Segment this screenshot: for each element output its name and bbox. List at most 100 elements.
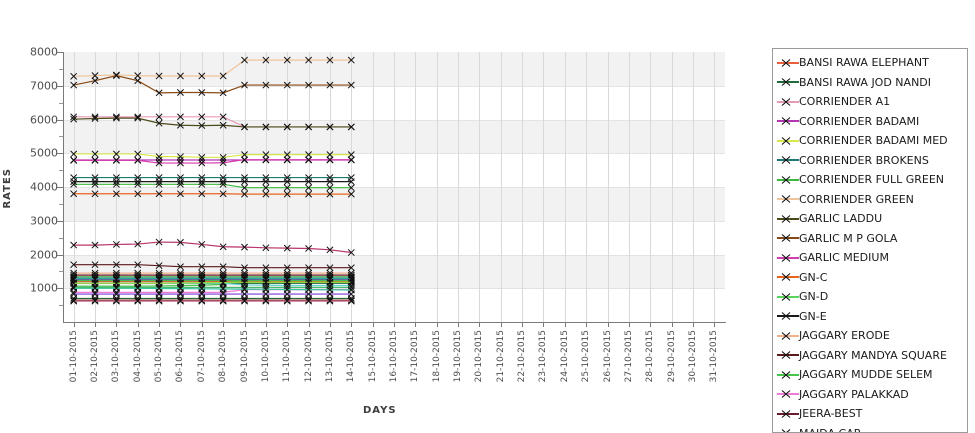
x-tick-mark — [693, 322, 694, 327]
legend-item[interactable]: BANSI RAWA ELEPHANT — [777, 53, 967, 73]
legend-item[interactable]: CORRIENDER BADAMI — [777, 112, 967, 132]
y-tick-label: 5000 — [30, 147, 58, 160]
series-group — [71, 239, 355, 256]
legend-label: JEERA-BEST — [799, 407, 862, 420]
x-tick-label: 10-10-2015 — [261, 330, 271, 382]
x-tick-label: 11-10-2015 — [282, 330, 292, 382]
x-tick-label: 27-10-2015 — [624, 330, 634, 382]
x-tick-label: 29-10-2015 — [667, 330, 677, 382]
legend-marker-icon — [777, 270, 799, 284]
legend-item[interactable]: MAIDA CAR — [777, 424, 967, 433]
x-tick-mark — [373, 322, 374, 327]
x-tick-label: 08-10-2015 — [218, 330, 228, 382]
legend-label: CORRIENDER BROKENS — [799, 154, 929, 167]
legend-marker-icon — [777, 368, 799, 382]
x-tick-label: 15-10-2015 — [368, 330, 378, 382]
x-tick-mark — [565, 322, 566, 327]
legend-item[interactable]: GARLIC M P GOLA — [777, 229, 967, 249]
x-tick-mark — [116, 322, 117, 327]
x-tick-label: 04-10-2015 — [133, 330, 143, 382]
x-tick-label: 01-10-2015 — [69, 330, 79, 382]
x-tick-mark — [629, 322, 630, 327]
plot-area — [63, 52, 725, 322]
legend-label: JAGGARY PALAKKAD — [799, 388, 909, 401]
legend-marker-icon — [777, 348, 799, 362]
x-tick-mark — [522, 322, 523, 327]
legend-marker-icon — [777, 251, 799, 265]
legend-marker-icon — [777, 173, 799, 187]
chart-legend[interactable]: BANSI RAWA ELEPHANT BANSI RAWA JOD NANDI C… — [772, 48, 968, 433]
legend-item[interactable]: JEERA-BEST — [777, 404, 967, 424]
x-tick-label: 19-10-2015 — [453, 330, 463, 382]
x-tick-mark — [159, 322, 160, 327]
x-tick-mark — [351, 322, 352, 327]
y-axis-line — [63, 52, 64, 323]
x-tick-mark — [586, 322, 587, 327]
legend-item[interactable]: CORRIENDER BROKENS — [777, 151, 967, 171]
x-tick-mark — [543, 322, 544, 327]
legend-item[interactable]: CORRIENDER BADAMI MED — [777, 131, 967, 151]
legend-item[interactable]: CORRIENDER A1 — [777, 92, 967, 112]
series-group — [71, 151, 355, 161]
x-tick-label: 24-10-2015 — [560, 330, 570, 382]
x-tick-label: 23-10-2015 — [538, 330, 548, 382]
legend-marker-icon — [777, 95, 799, 109]
legend-label: BANSI RAWA ELEPHANT — [799, 56, 929, 69]
legend-label: CORRIENDER BADAMI MED — [799, 134, 948, 147]
x-tick-mark — [650, 322, 651, 327]
x-tick-label: 22-10-2015 — [517, 330, 527, 382]
y-tick-label: 8000 — [30, 46, 58, 59]
legend-label: JAGGARY ERODE — [799, 329, 890, 342]
x-tick-mark — [608, 322, 609, 327]
x-tick-label: 26-10-2015 — [603, 330, 613, 382]
legend-marker-icon — [777, 426, 799, 433]
legend-marker-icon — [777, 290, 799, 304]
legend-item[interactable]: CORRIENDER GREEN — [777, 190, 967, 210]
legend-item[interactable]: GN-D — [777, 287, 967, 307]
legend-item[interactable]: JAGGARY MANDYA SQUARE — [777, 346, 967, 366]
x-tick-label: 25-10-2015 — [581, 330, 591, 382]
x-tick-mark — [223, 322, 224, 327]
series-lines — [63, 52, 725, 322]
x-tick-mark — [202, 322, 203, 327]
x-tick-mark — [479, 322, 480, 327]
series-group — [71, 174, 355, 180]
legend-marker-icon — [777, 212, 799, 226]
x-tick-label: 21-10-2015 — [496, 330, 506, 382]
x-tick-label: 05-10-2015 — [154, 330, 164, 382]
legend-item[interactable]: CORRIENDER FULL GREEN — [777, 170, 967, 190]
legend-label: BANSI RAWA JOD NANDI — [799, 76, 931, 89]
series-group — [71, 114, 355, 130]
x-tick-label: 14-10-2015 — [346, 330, 356, 382]
legend-marker-icon — [777, 387, 799, 401]
legend-item[interactable]: GARLIC MEDIUM — [777, 248, 967, 268]
x-tick-mark — [309, 322, 310, 327]
legend-item[interactable]: GN-E — [777, 307, 967, 327]
x-tick-label: 17-10-2015 — [410, 330, 420, 382]
x-tick-label: 09-10-2015 — [240, 330, 250, 382]
legend-label: CORRIENDER GREEN — [799, 193, 914, 206]
y-tick-label: 6000 — [30, 113, 58, 126]
legend-label: GARLIC LADDU — [799, 212, 882, 225]
legend-item[interactable]: JAGGARY ERODE — [777, 326, 967, 346]
series-group — [71, 157, 355, 167]
legend-item[interactable]: GARLIC LADDU — [777, 209, 967, 229]
x-tick-label: 12-10-2015 — [304, 330, 314, 382]
legend-item[interactable]: JAGGARY MUDDE SELEM — [777, 365, 967, 385]
legend-item[interactable]: BANSI RAWA JOD NANDI — [777, 73, 967, 93]
legend-label: MAIDA CAR — [799, 427, 861, 433]
legend-item[interactable]: JAGGARY PALAKKAD — [777, 385, 967, 405]
x-tick-mark — [672, 322, 673, 327]
legend-label: CORRIENDER BADAMI — [799, 115, 919, 128]
x-tick-mark — [437, 322, 438, 327]
legend-marker-icon — [777, 56, 799, 70]
x-tick-label: 31-10-2015 — [709, 330, 719, 382]
legend-item[interactable]: GN-C — [777, 268, 967, 288]
x-tick-mark — [394, 322, 395, 327]
legend-label: GN-C — [799, 271, 827, 284]
y-tick-label: 1000 — [30, 282, 58, 295]
x-tick-mark — [714, 322, 715, 327]
y-axis-title: RATES — [2, 168, 13, 209]
legend-marker-icon — [777, 407, 799, 421]
